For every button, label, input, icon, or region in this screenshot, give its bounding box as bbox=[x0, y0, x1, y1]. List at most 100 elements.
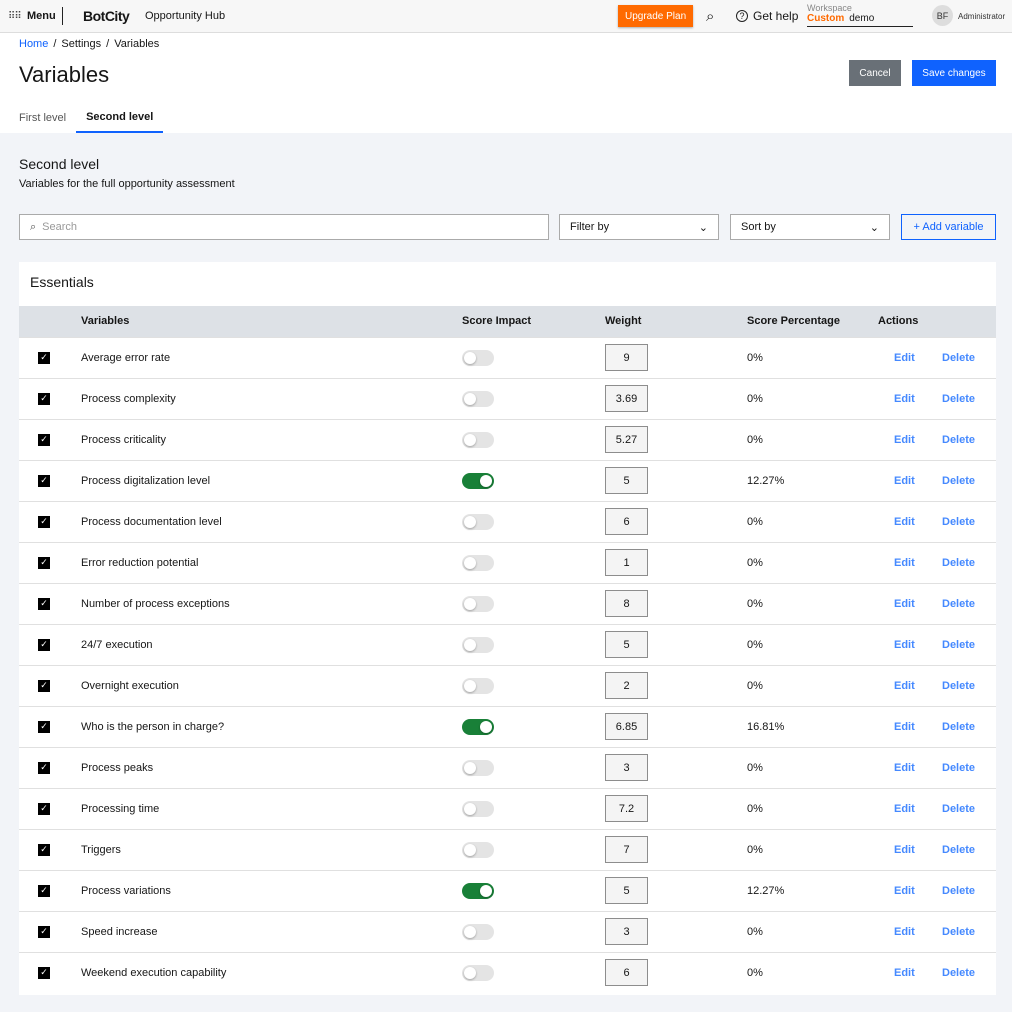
score-impact-toggle[interactable] bbox=[462, 759, 494, 776]
menu-button[interactable]: Menu bbox=[27, 7, 63, 25]
delete-button[interactable]: Delete bbox=[942, 761, 976, 774]
edit-button[interactable]: Edit bbox=[894, 802, 915, 815]
delete-button[interactable]: Delete bbox=[942, 515, 976, 528]
delete-button[interactable]: Delete bbox=[942, 802, 976, 815]
edit-button[interactable]: Edit bbox=[894, 433, 915, 446]
save-changes-button[interactable]: Save changes bbox=[912, 60, 996, 86]
delete-button[interactable]: Delete bbox=[942, 884, 976, 897]
avatar[interactable]: BF bbox=[932, 5, 953, 26]
row-checkbox[interactable]: ✓ bbox=[38, 720, 50, 733]
weight-input[interactable]: 3.69 bbox=[605, 385, 648, 412]
score-impact-toggle[interactable] bbox=[462, 431, 494, 448]
score-impact-toggle[interactable] bbox=[462, 636, 494, 653]
logo[interactable]: BotCity bbox=[83, 8, 130, 24]
row-checkbox[interactable]: ✓ bbox=[38, 802, 50, 815]
edit-button[interactable]: Edit bbox=[894, 966, 915, 979]
edit-button[interactable]: Edit bbox=[894, 351, 915, 364]
weight-input[interactable]: 5 bbox=[605, 631, 648, 658]
row-checkbox[interactable]: ✓ bbox=[38, 515, 50, 528]
edit-button[interactable]: Edit bbox=[894, 392, 915, 405]
score-impact-toggle[interactable] bbox=[462, 718, 494, 735]
score-impact-toggle[interactable] bbox=[462, 800, 494, 817]
add-variable-button[interactable]: + Add variable bbox=[901, 214, 996, 240]
weight-input[interactable]: 8 bbox=[605, 590, 648, 617]
delete-button[interactable]: Delete bbox=[942, 679, 976, 692]
weight-input[interactable]: 6.85 bbox=[605, 713, 648, 740]
filter-dropdown[interactable]: Filter by ⌄ bbox=[559, 214, 719, 240]
weight-input[interactable]: 6 bbox=[605, 508, 648, 535]
edit-button[interactable]: Edit bbox=[894, 679, 915, 692]
row-checkbox[interactable]: ✓ bbox=[38, 392, 50, 405]
score-impact-toggle[interactable] bbox=[462, 841, 494, 858]
edit-button[interactable]: Edit bbox=[894, 474, 915, 487]
edit-button[interactable]: Edit bbox=[894, 843, 915, 856]
delete-button[interactable]: Delete bbox=[942, 638, 976, 651]
row-checkbox[interactable]: ✓ bbox=[38, 761, 50, 774]
edit-button[interactable]: Edit bbox=[894, 720, 915, 733]
delete-button[interactable]: Delete bbox=[942, 966, 976, 979]
row-checkbox[interactable]: ✓ bbox=[38, 556, 50, 569]
weight-input[interactable]: 6 bbox=[605, 959, 648, 987]
upgrade-plan-button[interactable]: Upgrade Plan bbox=[618, 5, 694, 27]
row-checkbox[interactable]: ✓ bbox=[38, 884, 50, 897]
row-checkbox[interactable]: ✓ bbox=[38, 474, 50, 487]
delete-button[interactable]: Delete bbox=[942, 392, 976, 405]
score-impact-toggle[interactable] bbox=[462, 964, 494, 981]
weight-input[interactable]: 5 bbox=[605, 877, 648, 904]
edit-button[interactable]: Edit bbox=[894, 884, 915, 897]
score-impact-toggle[interactable] bbox=[462, 677, 494, 694]
edit-button[interactable]: Edit bbox=[894, 925, 915, 938]
row-checkbox[interactable]: ✓ bbox=[38, 843, 50, 856]
get-help-button[interactable]: ? Get help bbox=[736, 0, 798, 32]
weight-input[interactable]: 1 bbox=[605, 549, 648, 576]
score-impact-toggle[interactable] bbox=[462, 882, 494, 899]
row-checkbox[interactable]: ✓ bbox=[38, 925, 50, 938]
row-checkbox[interactable]: ✓ bbox=[38, 966, 50, 979]
delete-button[interactable]: Delete bbox=[942, 351, 976, 364]
score-impact-toggle[interactable] bbox=[462, 349, 494, 366]
delete-button[interactable]: Delete bbox=[942, 720, 976, 733]
edit-button[interactable]: Edit bbox=[894, 761, 915, 774]
delete-button[interactable]: Delete bbox=[942, 597, 976, 610]
score-impact-toggle[interactable] bbox=[462, 472, 494, 489]
app-grid-icon[interactable]: ⠿⠿ bbox=[8, 10, 22, 22]
delete-button[interactable]: Delete bbox=[942, 433, 976, 446]
edit-button[interactable]: Edit bbox=[894, 638, 915, 651]
breadcrumb-home[interactable]: Home bbox=[19, 38, 49, 50]
cancel-button[interactable]: Cancel bbox=[849, 60, 901, 86]
score-impact-toggle[interactable] bbox=[462, 554, 494, 571]
score-impact-toggle[interactable] bbox=[462, 390, 494, 407]
weight-input[interactable]: 2 bbox=[605, 672, 648, 699]
search-input[interactable]: ⌕ Search bbox=[19, 214, 549, 240]
edit-button[interactable]: Edit bbox=[894, 515, 915, 528]
search-icon[interactable]: ⌕ bbox=[706, 7, 715, 25]
weight-input[interactable]: 7.2 bbox=[605, 795, 648, 822]
weight-input[interactable]: 5 bbox=[605, 467, 648, 494]
sort-dropdown[interactable]: Sort by ⌄ bbox=[730, 214, 890, 240]
row-checkbox[interactable]: ✓ bbox=[38, 433, 50, 446]
delete-button[interactable]: Delete bbox=[942, 925, 976, 938]
weight-input[interactable]: 7 bbox=[605, 836, 648, 863]
breadcrumb-settings[interactable]: Settings bbox=[61, 38, 102, 50]
row-checkbox[interactable]: ✓ bbox=[38, 597, 50, 610]
page-title: Variables bbox=[19, 62, 110, 87]
score-impact-toggle[interactable] bbox=[462, 595, 494, 612]
row-checkbox[interactable]: ✓ bbox=[38, 679, 50, 692]
weight-input[interactable]: 9 bbox=[605, 344, 648, 371]
weight-input[interactable]: 5.27 bbox=[605, 426, 648, 453]
delete-button[interactable]: Delete bbox=[942, 474, 976, 487]
weight-input[interactable]: 3 bbox=[605, 754, 648, 781]
edit-button[interactable]: Edit bbox=[894, 597, 915, 610]
weight-input[interactable]: 3 bbox=[605, 918, 648, 945]
delete-button[interactable]: Delete bbox=[942, 843, 976, 856]
row-checkbox[interactable]: ✓ bbox=[38, 351, 50, 364]
delete-button[interactable]: Delete bbox=[942, 556, 976, 569]
workspace-selector[interactable]: Workspace Custom demo bbox=[807, 0, 913, 27]
score-impact-toggle[interactable] bbox=[462, 923, 494, 940]
edit-button[interactable]: Edit bbox=[894, 556, 915, 569]
row-checkbox[interactable]: ✓ bbox=[38, 638, 50, 651]
tab-first-level[interactable]: First level bbox=[19, 112, 67, 124]
tab-second-level[interactable]: Second level bbox=[76, 103, 164, 133]
sort-label: Sort by bbox=[741, 221, 776, 233]
score-impact-toggle[interactable] bbox=[462, 513, 494, 530]
